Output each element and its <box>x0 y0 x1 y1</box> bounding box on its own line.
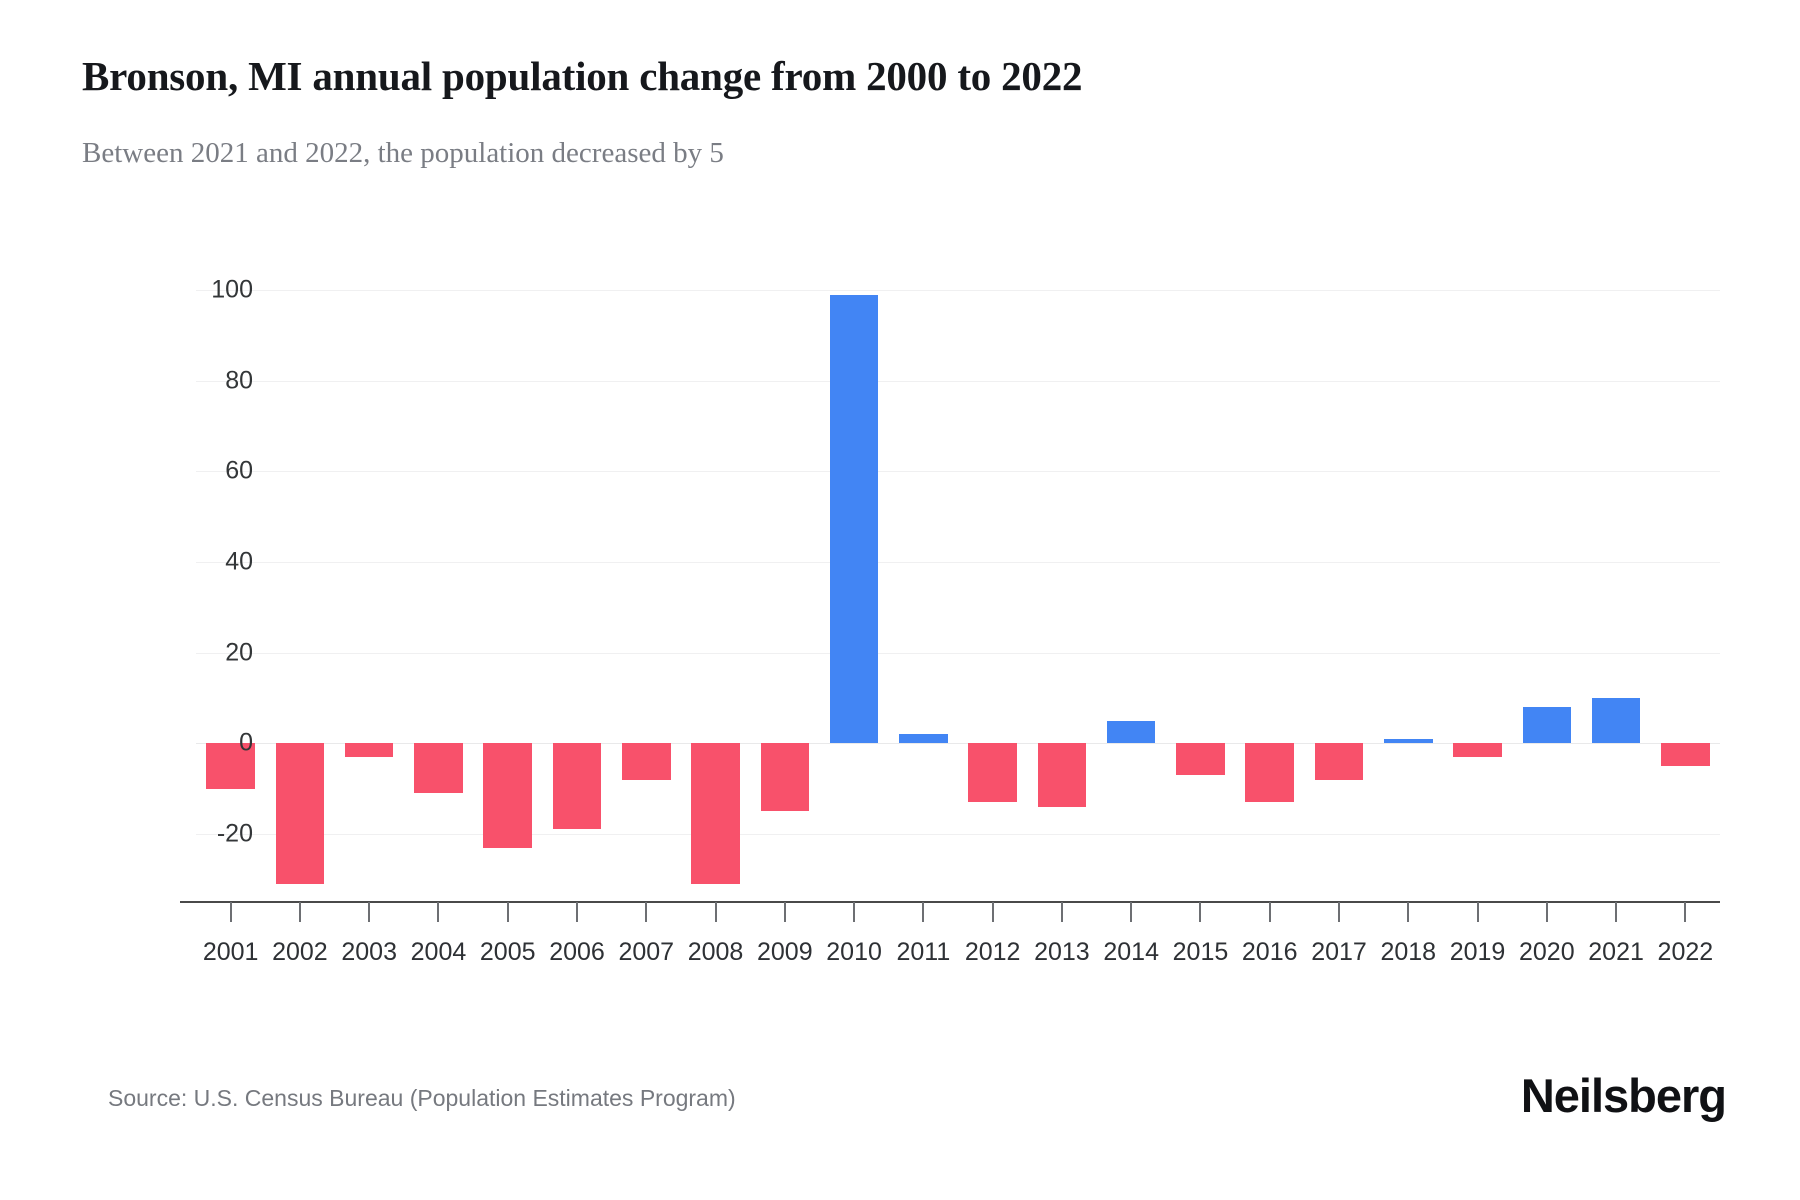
x-tick-mark <box>1130 902 1133 922</box>
x-tick-mark <box>1407 902 1410 922</box>
x-tick-label: 2013 <box>1034 938 1090 966</box>
x-tick-mark <box>229 902 232 922</box>
bar[interactable] <box>1314 743 1364 780</box>
bar[interactable] <box>1661 743 1710 766</box>
x-tick-label: 2016 <box>1241 938 1298 966</box>
x-tick-mark <box>783 902 786 922</box>
x-tick-mark <box>437 902 440 922</box>
x-tick-label: 2010 <box>826 938 882 966</box>
x-tick-label: 2018 <box>1380 938 1437 966</box>
bar[interactable] <box>414 743 463 794</box>
bar[interactable] <box>1106 720 1156 744</box>
x-tick-mark <box>991 902 994 922</box>
y-tick-label: 100 <box>211 275 253 304</box>
x-tick-mark <box>1268 902 1271 922</box>
x-tick-label: 2017 <box>1311 938 1367 966</box>
bar-series <box>196 290 1720 902</box>
gridline <box>196 380 1720 382</box>
bar[interactable] <box>1591 698 1641 744</box>
x-tick-mark <box>1338 902 1340 922</box>
x-axis-line <box>180 901 1720 903</box>
bar[interactable] <box>1245 743 1294 803</box>
x-tick-label: 2008 <box>687 938 744 966</box>
x-tick-label: 2012 <box>964 938 1021 966</box>
y-tick-label: -20 <box>216 819 253 848</box>
x-tick-label: 2011 <box>896 938 951 966</box>
bar[interactable] <box>1522 707 1572 744</box>
x-tick-label: 2009 <box>757 938 813 966</box>
x-tick-label: 2021 <box>1588 938 1644 966</box>
bar[interactable] <box>1176 743 1225 776</box>
y-tick-label: 80 <box>225 366 253 395</box>
gridline <box>196 562 1720 563</box>
zero-line <box>196 743 1720 745</box>
bar[interactable] <box>1384 738 1433 744</box>
x-tick-label: 2007 <box>618 938 675 966</box>
bar[interactable] <box>206 743 255 789</box>
plot-area <box>196 290 1720 902</box>
x-tick-label: 2019 <box>1449 938 1506 966</box>
x-tick-label: 2001 <box>202 938 259 966</box>
page-subtitle: Between 2021 and 2022, the population de… <box>82 137 724 169</box>
x-tick-label: 2014 <box>1103 938 1159 966</box>
bar[interactable] <box>899 734 948 744</box>
bar[interactable] <box>691 743 740 884</box>
gridline <box>196 652 1720 654</box>
x-tick-mark <box>1476 902 1479 922</box>
x-tick-mark <box>853 902 856 922</box>
bar[interactable] <box>968 743 1017 803</box>
gridline <box>196 834 1720 835</box>
bar[interactable] <box>760 743 810 812</box>
x-tick-mark <box>1545 902 1548 922</box>
x-tick-mark <box>714 902 717 922</box>
x-tick-mark <box>1060 902 1063 922</box>
x-tick-mark <box>1199 902 1202 922</box>
x-tick-label: 2006 <box>549 938 605 966</box>
page-title: Bronson, MI annual population change fro… <box>82 53 1083 99</box>
x-tick-mark <box>1615 902 1618 922</box>
x-tick-label: 2022 <box>1657 938 1714 966</box>
bar[interactable] <box>483 743 532 848</box>
x-tick-mark <box>645 902 648 922</box>
x-tick-label: 2003 <box>341 938 397 966</box>
bar[interactable] <box>1453 743 1502 757</box>
x-tick-label: 2002 <box>272 938 328 966</box>
x-tick-label: 2004 <box>410 938 467 966</box>
bar[interactable] <box>829 294 879 744</box>
source-note: Source: U.S. Census Bureau (Population E… <box>108 1085 736 1111</box>
x-tick-mark <box>298 902 301 922</box>
gridline <box>196 290 1720 291</box>
gridline <box>196 471 1720 473</box>
x-tick-label: 2020 <box>1519 938 1575 966</box>
bar[interactable] <box>344 743 394 757</box>
brand-logo: Neilsberg <box>1520 1069 1727 1122</box>
x-tick-mark <box>576 902 578 922</box>
x-tick-label: 2015 <box>1172 938 1229 966</box>
y-tick-label: 60 <box>225 456 253 485</box>
y-tick-label: 20 <box>225 638 253 667</box>
x-tick-mark <box>922 902 925 922</box>
x-tick-mark <box>1684 902 1687 922</box>
bar[interactable] <box>552 743 602 830</box>
x-tick-mark <box>506 902 509 922</box>
x-tick-mark <box>368 902 371 922</box>
bar[interactable] <box>275 743 325 884</box>
y-tick-label: 40 <box>225 547 253 576</box>
x-tick-label: 2005 <box>479 938 536 966</box>
bar[interactable] <box>1037 743 1087 807</box>
y-tick-label: 0 <box>239 728 253 757</box>
bar[interactable] <box>622 743 671 780</box>
